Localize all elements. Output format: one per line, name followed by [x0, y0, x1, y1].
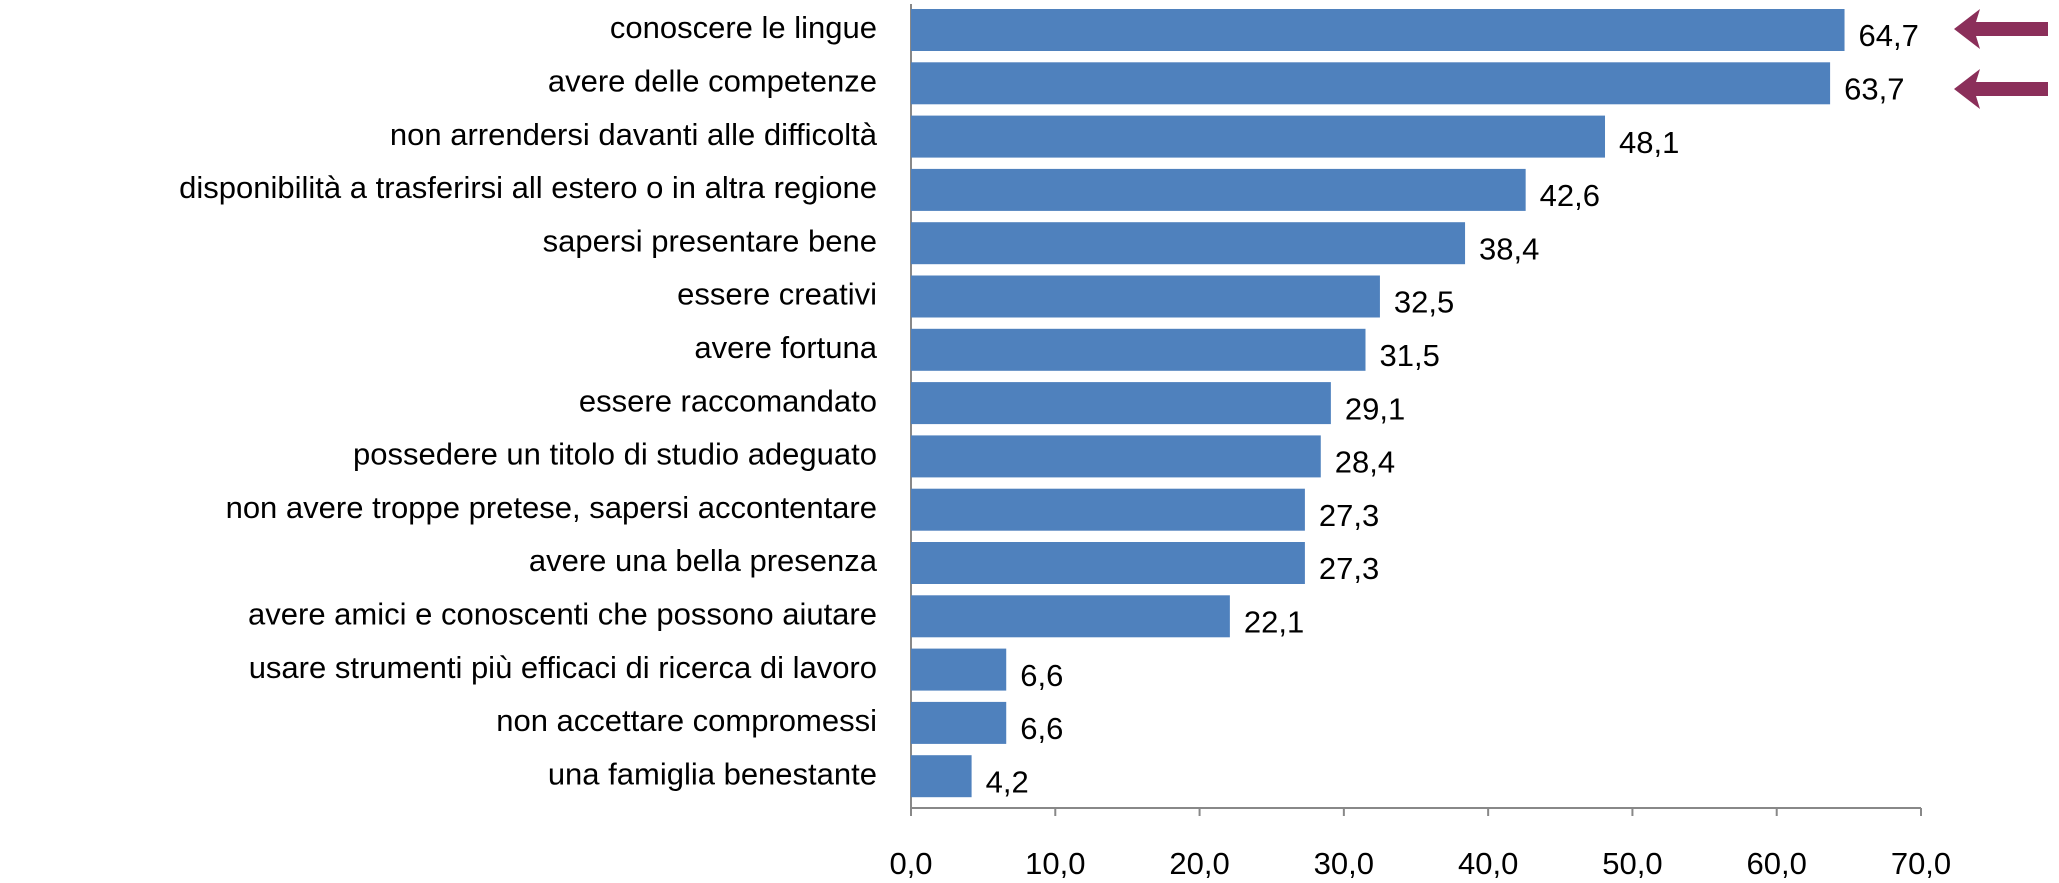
y-tick-label: conoscere le lingue	[610, 10, 877, 45]
x-tick-label: 0,0	[889, 846, 932, 881]
bar	[911, 222, 1466, 265]
highlight-arrows	[1954, 9, 2048, 109]
bar	[911, 435, 1321, 478]
value-label: 6,6	[1020, 658, 1063, 693]
value-label: 29,1	[1345, 391, 1405, 426]
y-tick-label: non avere troppe pretese, sapersi accont…	[226, 490, 877, 525]
x-tick-label: 50,0	[1602, 846, 1662, 881]
bar	[911, 701, 1007, 744]
value-label: 32,5	[1394, 285, 1454, 320]
arrow	[1954, 9, 2048, 49]
value-label: 27,3	[1319, 551, 1379, 586]
y-tick-label: usare strumenti più efficaci di ricerca …	[249, 650, 877, 685]
y-tick-label: possedere un titolo di studio adeguato	[353, 437, 877, 472]
arrow	[1954, 69, 2048, 109]
bar	[911, 595, 1230, 638]
bar	[911, 382, 1331, 425]
value-label: 6,6	[1020, 711, 1063, 746]
x-tick-label: 30,0	[1314, 846, 1374, 881]
x-tick-label: 10,0	[1025, 846, 1085, 881]
y-tick-label: avere fortuna	[694, 330, 877, 365]
y-tick-label: essere creativi	[677, 277, 877, 312]
y-tick-label: non accettare compromessi	[496, 703, 877, 738]
x-tick-label: 40,0	[1458, 846, 1518, 881]
value-label: 63,7	[1844, 71, 1904, 106]
bar	[911, 9, 1845, 51]
value-label: 28,4	[1335, 445, 1395, 480]
x-tick-label: 60,0	[1747, 846, 1807, 881]
x-tick-label: 20,0	[1169, 846, 1229, 881]
value-label: 31,5	[1380, 338, 1440, 373]
y-tick-label: sapersi presentare bene	[543, 223, 877, 258]
bar	[911, 62, 1831, 105]
bar	[911, 542, 1305, 584]
y-tick-label: avere amici e conoscenti che possono aiu…	[248, 596, 877, 631]
value-label: 42,6	[1540, 178, 1600, 213]
y-tick-label: avere delle competenze	[548, 63, 877, 98]
y-tick-label: avere una bella presenza	[529, 543, 878, 578]
bar	[911, 328, 1366, 371]
value-label: 22,1	[1244, 604, 1304, 639]
bar	[911, 755, 972, 798]
value-label: 27,3	[1319, 498, 1379, 533]
bar	[911, 168, 1526, 211]
value-label: 4,2	[986, 764, 1029, 799]
bar	[911, 275, 1380, 318]
bar	[911, 488, 1305, 531]
y-tick-label: una famiglia benestante	[548, 756, 877, 791]
value-label: 64,7	[1859, 18, 1919, 53]
bar	[911, 115, 1606, 158]
y-tick-label: non arrendersi davanti alle difficoltà	[390, 117, 878, 152]
value-label: 48,1	[1619, 125, 1679, 160]
y-tick-label: disponibilità a trasferirsi all estero o…	[179, 170, 877, 205]
x-tick-label: 70,0	[1891, 846, 1951, 881]
value-label: 38,4	[1479, 231, 1539, 266]
y-tick-label: essere raccomandato	[579, 383, 877, 418]
bar	[911, 648, 1007, 691]
